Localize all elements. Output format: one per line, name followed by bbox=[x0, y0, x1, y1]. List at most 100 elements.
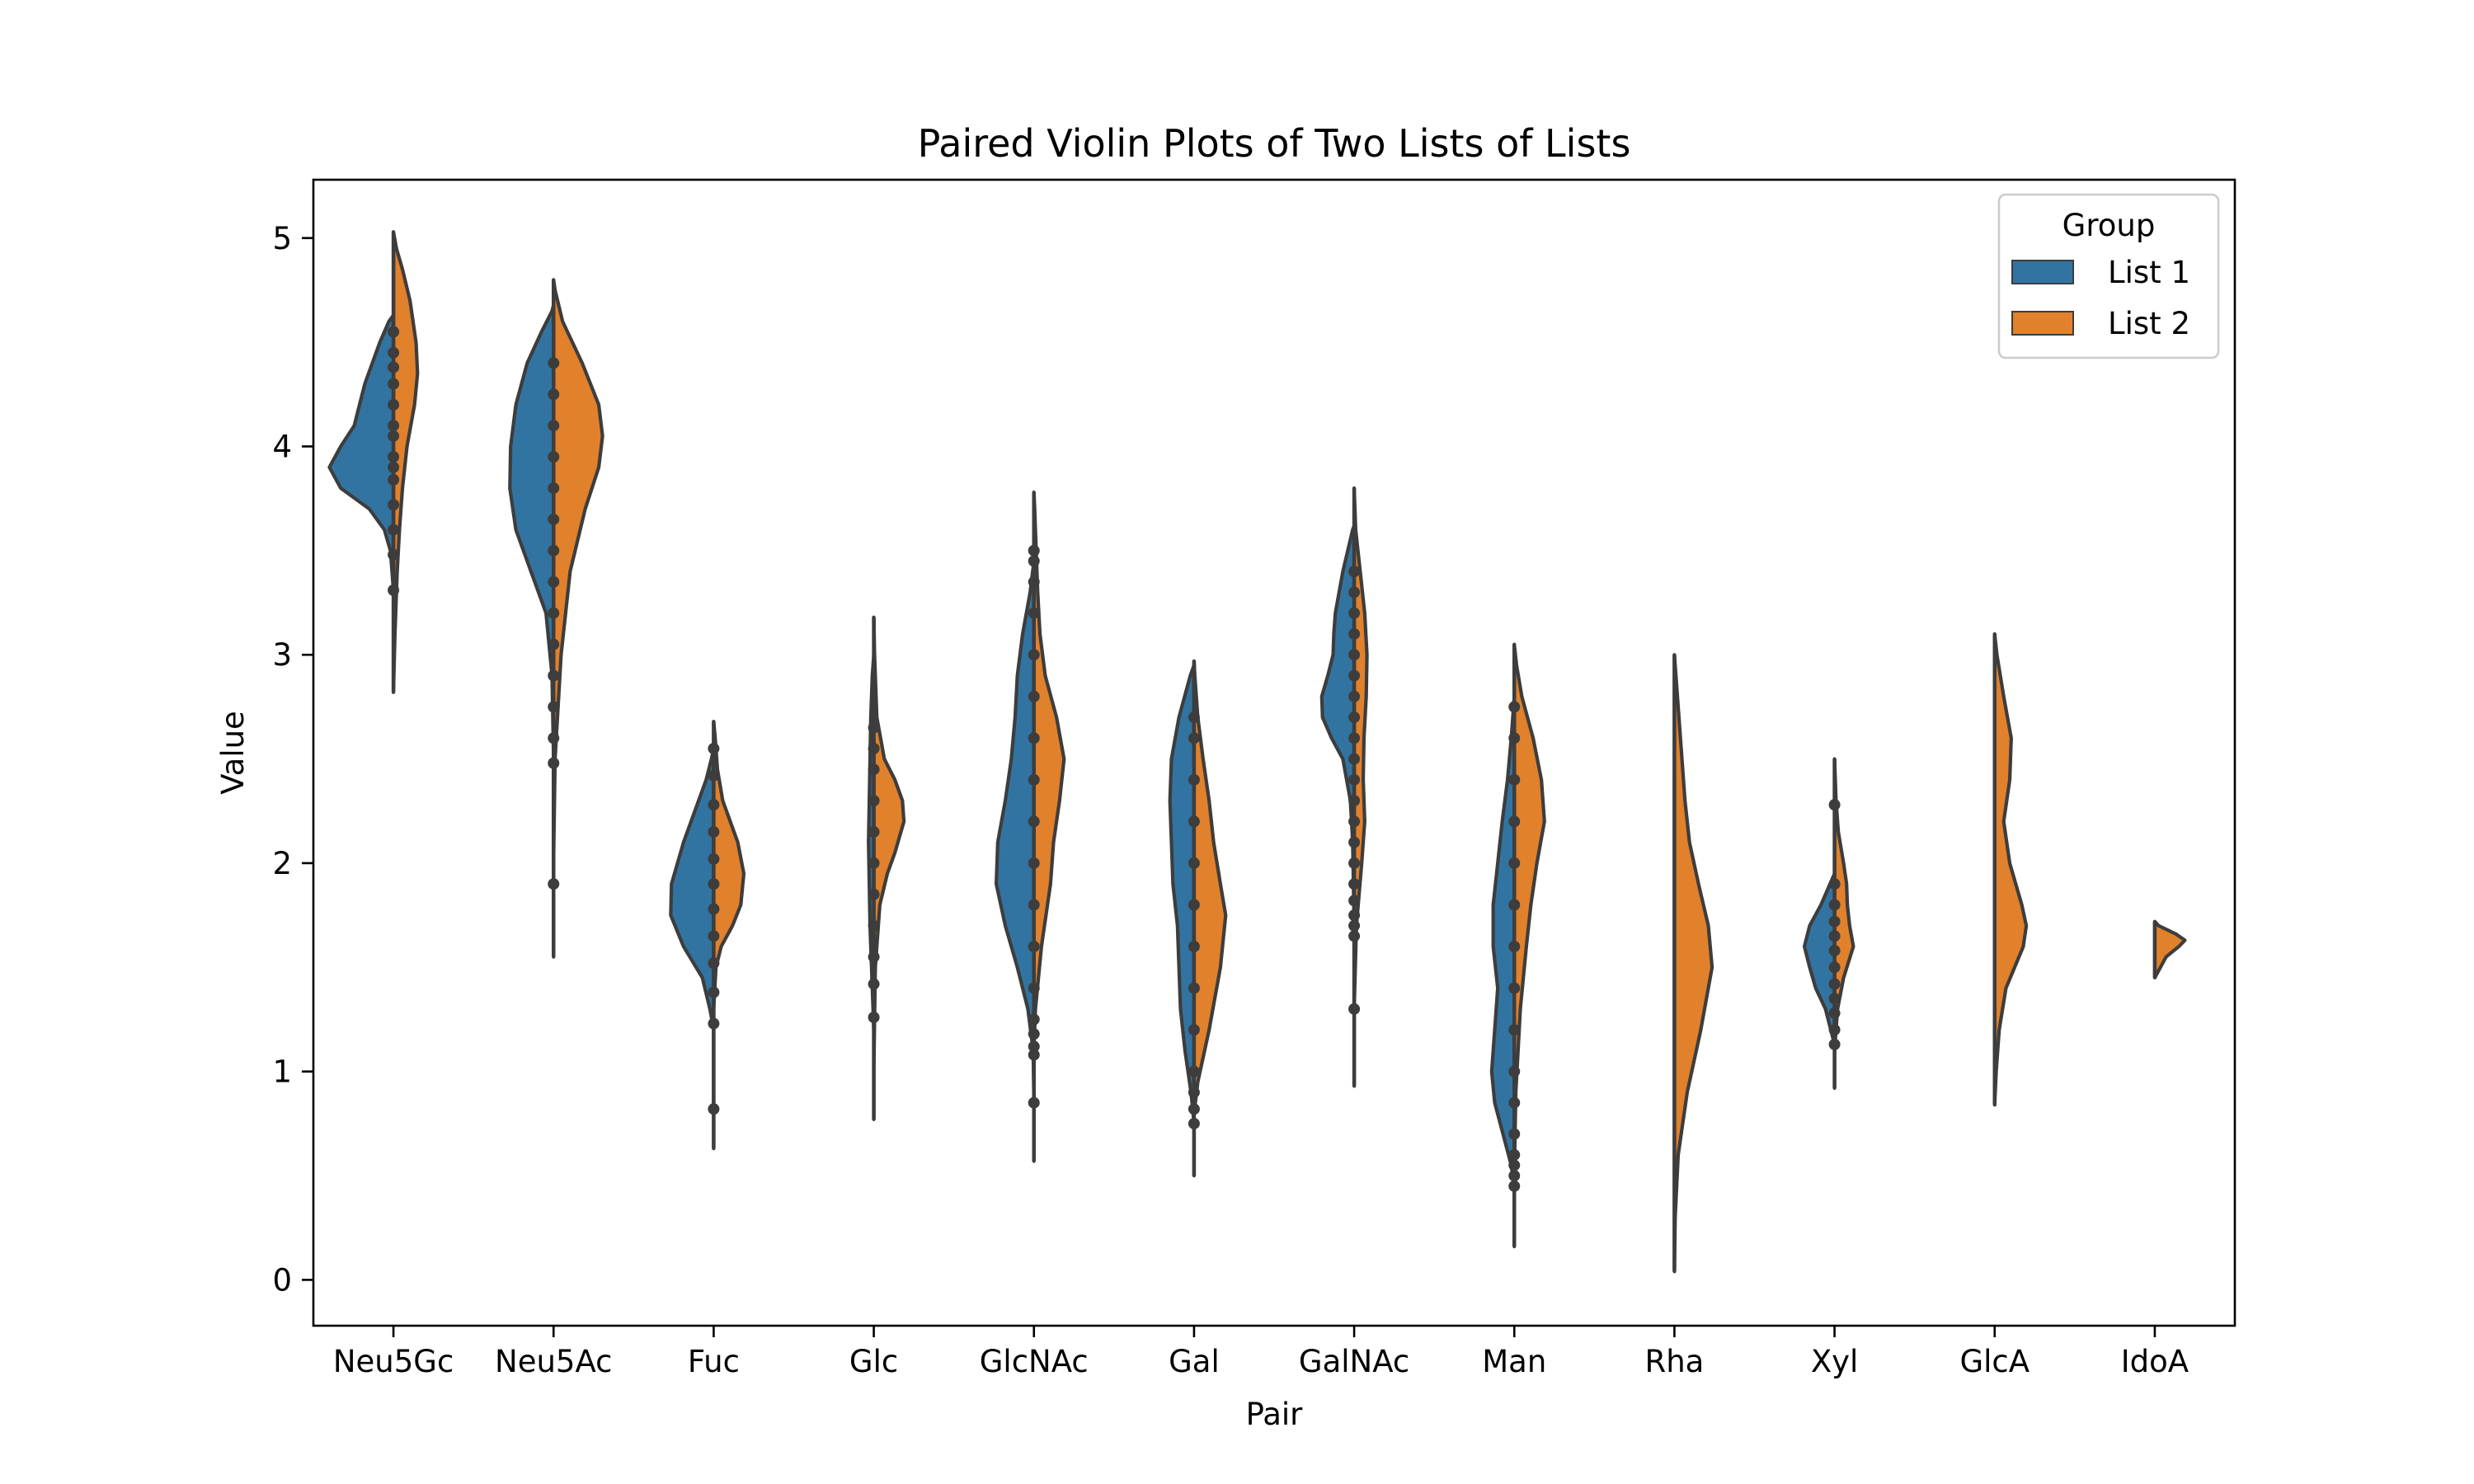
data-point-neu5gc bbox=[388, 346, 400, 359]
data-point-galnac bbox=[1348, 895, 1361, 907]
data-point-galnac bbox=[1348, 732, 1361, 744]
data-point-galnac bbox=[1348, 919, 1361, 932]
data-point-xyl bbox=[1828, 978, 1841, 990]
data-point-neu5gc bbox=[388, 451, 400, 463]
violin-list-1-gal bbox=[1168, 663, 1197, 1125]
legend-title: Group bbox=[2062, 208, 2156, 243]
data-point-man bbox=[1508, 1148, 1521, 1161]
data-point-glcnac bbox=[1028, 649, 1040, 661]
data-point-neu5ac bbox=[548, 388, 560, 401]
data-point-neu5gc bbox=[388, 326, 400, 338]
data-point-neu5gc bbox=[388, 548, 400, 561]
data-point-galnac bbox=[1348, 795, 1361, 807]
data-point-fuc bbox=[708, 799, 720, 811]
data-point-glc bbox=[868, 1011, 880, 1023]
data-point-xyl bbox=[1828, 1007, 1841, 1019]
x-tick-label-glca: GlcA bbox=[1959, 1344, 2030, 1379]
data-point-man bbox=[1508, 1065, 1521, 1078]
x-axis: Neu5Gc Neu5Ac Fuc Glc GlcNAc Gal GalNAc Man Rha X… bbox=[333, 1326, 2189, 1379]
data-point-gal bbox=[1188, 941, 1200, 953]
data-point-gal bbox=[1188, 711, 1200, 724]
data-point-galnac bbox=[1348, 607, 1361, 619]
legend-label-list-2: List 2 bbox=[2108, 306, 2190, 341]
data-point-glc bbox=[868, 742, 880, 754]
data-point-fuc bbox=[708, 878, 720, 890]
y-tick-label: 2 bbox=[272, 846, 292, 881]
data-point-galnac bbox=[1348, 930, 1361, 942]
data-point-neu5gc bbox=[388, 430, 400, 442]
legend: Group List 1 List 2 bbox=[1997, 193, 2220, 359]
x-tick-label-idoa: IdoA bbox=[2121, 1344, 2189, 1379]
x-tick-label-fuc: Fuc bbox=[688, 1344, 740, 1379]
data-point-fuc bbox=[708, 986, 720, 998]
data-point-glc bbox=[868, 951, 880, 963]
violins-layer bbox=[327, 230, 2187, 1274]
data-point-galnac bbox=[1348, 1003, 1361, 1015]
data-point-neu5ac bbox=[548, 482, 560, 495]
data-point-man bbox=[1508, 899, 1521, 911]
data-point-xyl bbox=[1828, 799, 1841, 811]
violin-list-1-neu5gc bbox=[327, 313, 396, 592]
data-point-neu5ac bbox=[548, 357, 560, 369]
y-tick-label: 3 bbox=[272, 637, 292, 673]
data-point-man bbox=[1508, 1097, 1521, 1109]
data-point-gal bbox=[1188, 1065, 1200, 1078]
data-point-glcnac bbox=[1028, 1040, 1040, 1053]
data-point-galnac bbox=[1348, 753, 1361, 765]
data-point-glcnac bbox=[1028, 899, 1040, 911]
data-point-galnac bbox=[1348, 878, 1361, 890]
data-point-glcnac bbox=[1028, 732, 1040, 744]
x-tick-label-neu5ac: Neu5Ac bbox=[495, 1344, 612, 1379]
violin-list-1-man bbox=[1489, 694, 1517, 1188]
data-point-xyl bbox=[1828, 878, 1841, 890]
chart-title: Paired Violin Plots of Two Lists of List… bbox=[918, 121, 1631, 166]
x-tick-label-glc: Glc bbox=[849, 1344, 898, 1379]
data-point-glc bbox=[868, 826, 880, 838]
data-point-xyl bbox=[1828, 915, 1841, 928]
data-point-gal bbox=[1188, 1086, 1200, 1098]
data-point-galnac bbox=[1348, 649, 1361, 661]
data-point-man bbox=[1508, 1024, 1521, 1036]
data-point-xyl bbox=[1828, 993, 1841, 1005]
data-point-glcnac bbox=[1028, 1028, 1040, 1040]
data-point-fuc bbox=[708, 1017, 720, 1030]
x-tick-label-galnac: GalNAc bbox=[1299, 1344, 1409, 1379]
data-point-neu5gc bbox=[388, 378, 400, 390]
data-point-fuc bbox=[708, 957, 720, 970]
data-point-glc bbox=[868, 795, 880, 807]
violin-list-1-neu5ac bbox=[508, 303, 556, 886]
data-point-neu5gc bbox=[388, 398, 400, 411]
violin-list-1-glcnac bbox=[994, 559, 1036, 1105]
data-point-galnac bbox=[1348, 836, 1361, 848]
data-point-man bbox=[1508, 732, 1521, 744]
violin-list-2-glca bbox=[1992, 632, 2029, 1107]
data-point-xyl bbox=[1828, 961, 1841, 974]
x-tick-label-neu5gc: Neu5Gc bbox=[333, 1344, 454, 1379]
data-point-fuc bbox=[708, 769, 720, 782]
data-point-man bbox=[1508, 1128, 1521, 1140]
data-point-neu5ac bbox=[548, 732, 560, 744]
data-point-neu5gc bbox=[388, 361, 400, 373]
data-point-gal bbox=[1188, 857, 1200, 869]
y-axis: 0 1 2 3 4 5 bbox=[272, 221, 313, 1298]
x-tick-label-gal: Gal bbox=[1169, 1344, 1220, 1379]
data-point-gal bbox=[1188, 732, 1200, 744]
violin-list-2-neu5gc bbox=[391, 230, 420, 694]
data-point-man bbox=[1508, 701, 1521, 713]
data-point-glcnac bbox=[1028, 575, 1040, 588]
legend-swatch-list-2 bbox=[2011, 311, 2074, 336]
data-point-glcnac bbox=[1028, 857, 1040, 869]
data-point-gal bbox=[1188, 1024, 1200, 1036]
data-point-xyl bbox=[1828, 899, 1841, 911]
data-point-xyl bbox=[1828, 930, 1841, 942]
violin-list-2-rha bbox=[1672, 653, 1714, 1274]
data-point-neu5gc bbox=[388, 420, 400, 432]
data-point-fuc bbox=[708, 852, 720, 865]
data-point-gal bbox=[1188, 899, 1200, 911]
x-tick-label-man: Man bbox=[1482, 1344, 1546, 1379]
data-point-glc bbox=[868, 763, 880, 776]
data-point-neu5gc bbox=[388, 461, 400, 473]
data-point-xyl bbox=[1828, 1024, 1841, 1036]
data-point-glcnac bbox=[1028, 607, 1040, 619]
legend-swatch-list-1 bbox=[2011, 260, 2074, 284]
